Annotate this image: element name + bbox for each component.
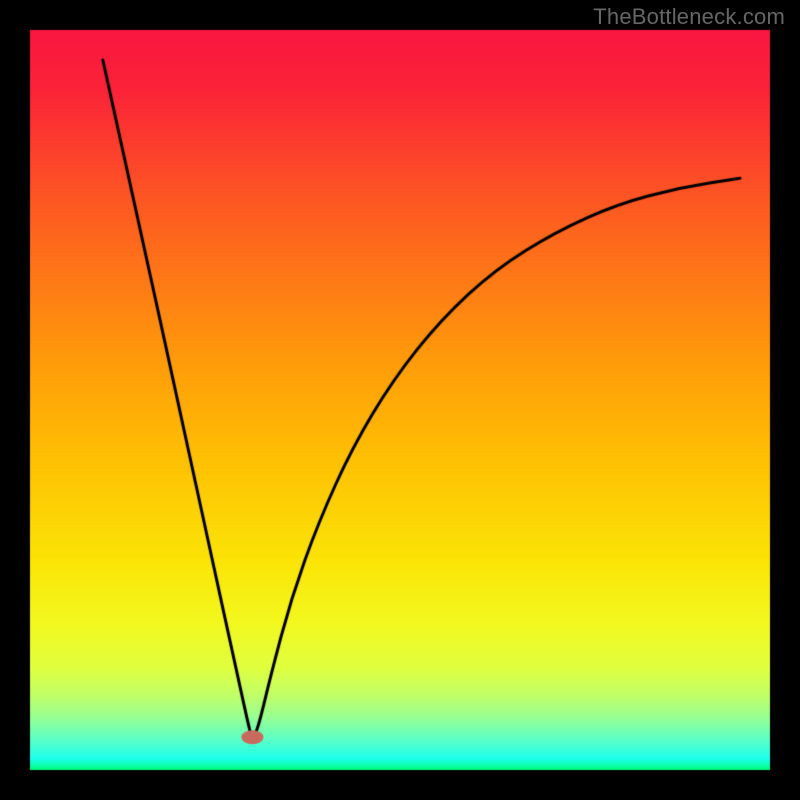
watermark-text: TheBottleneck.com bbox=[593, 4, 785, 30]
bottleneck-chart-canvas bbox=[0, 0, 800, 800]
